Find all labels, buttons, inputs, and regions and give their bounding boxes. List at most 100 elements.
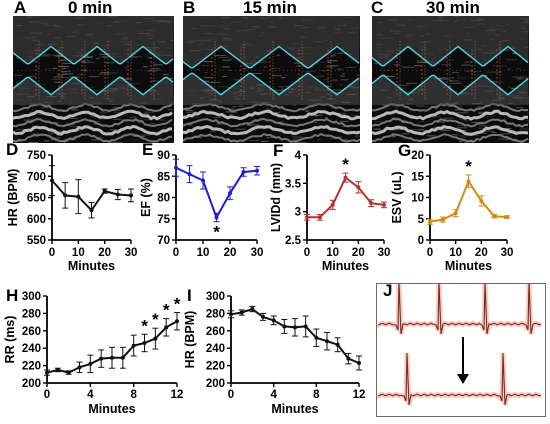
echo-speckle [342,73,346,75]
echo-speckle [247,124,252,126]
echo-speckle [425,76,429,78]
echo-speckle [52,54,62,56]
data-point [214,215,219,220]
echo-speckle [125,67,128,69]
echo-speckle [443,117,454,119]
echo-speckle [461,137,466,139]
data-point [492,214,497,219]
echo-speckle [14,74,23,76]
echo-speckle [61,77,71,79]
echo-speckle [202,64,210,66]
echo-speckle [462,130,467,132]
echo-speckle [28,112,35,114]
echo-speckle [172,124,174,126]
echo-speckle [107,72,118,74]
echo-speckle [113,110,120,112]
echo-speckle [479,125,487,127]
echo-speckle [222,76,228,78]
echo-speckle [263,66,267,68]
echo-speckle [77,74,84,76]
echo-speckle [330,55,336,57]
x-tick-label: 20 [352,247,365,259]
data-point [88,361,93,366]
echo-speckle [454,109,463,111]
echo-speckle [497,138,509,140]
y-tick-label: 600 [27,214,46,226]
series-line [307,176,385,219]
echo-speckle [86,56,94,58]
echo-title-a: 0 min [68,0,113,17]
data-point [293,325,297,330]
echo-speckle [99,53,109,55]
y-tick-label: 0 [418,235,424,247]
echo-speckle [355,135,360,137]
data-point [89,208,94,213]
echo-speckle [247,124,260,126]
echo-speckle [58,59,67,61]
echo-speckle [516,106,523,108]
echo-speckle [324,117,328,119]
echo-tissue-band [183,132,360,143]
data-point [187,172,192,177]
echo-speckle [510,87,519,89]
echo-speckle [228,69,232,71]
significance-star: * [141,316,148,335]
echo-speckle [332,79,338,81]
echo-posterior-wall [13,77,174,105]
echo-trace-top [13,45,174,65]
data-point [479,198,484,203]
y-tick-label: 80 [157,193,170,205]
echo-speckle [95,57,100,59]
y-tick-label: 15 [411,171,424,183]
echo-speckle [16,129,25,131]
significance-star: * [213,223,220,242]
echo-speckle [320,70,331,72]
down-arrow-icon [457,374,469,384]
echo-speckle [292,137,305,139]
data-point [63,193,68,198]
echo-speckle [484,74,488,76]
echo-speckle [56,130,68,132]
echo-speckle [494,81,505,83]
echo-septum [13,16,174,64]
echo-speckle [327,60,338,62]
echo-speckle [508,128,512,130]
panel-letter-i: I [187,286,192,305]
x-tick-label: 8 [130,389,137,401]
echo-speckle [149,123,155,125]
data-point [77,365,82,370]
chart-d: 550 600 650 700 750 0 10 20 30 Minutes HR (BPM) [6,150,137,273]
data-point [305,215,309,220]
echo-septum [183,16,360,68]
data-point [175,319,179,324]
data-point [466,179,471,184]
echo-speckle [112,106,123,108]
echo-speckle [451,77,455,79]
echo-speckle [163,74,170,76]
echo-speckle [144,111,155,113]
ecg-trace-top [378,284,542,335]
echo-speckle [291,136,303,138]
echo-tissue-band [183,124,360,136]
echo-tissue-band [13,124,173,136]
echo-speckle [204,80,210,82]
x-tick-label: 0 [228,389,234,401]
echo-speckle [379,69,390,71]
echo-speckle [527,111,529,113]
data-point [357,360,361,365]
echo-image [13,16,174,143]
echo-trace-bottom [183,72,360,96]
x-tick-label: 30 [501,247,514,259]
echo-image [372,16,529,143]
y-tick-label: 4 [295,150,302,162]
x-tick-label: 30 [378,247,391,259]
echo-speckle [238,105,244,107]
echo-tissue-band [13,109,173,121]
echo-speckle [278,86,284,88]
echo-speckle [139,113,149,115]
echo-speckle [146,70,157,72]
echo-posterior-wall [372,75,529,105]
echo-speckle [210,81,221,83]
echo-speckle [340,79,349,81]
